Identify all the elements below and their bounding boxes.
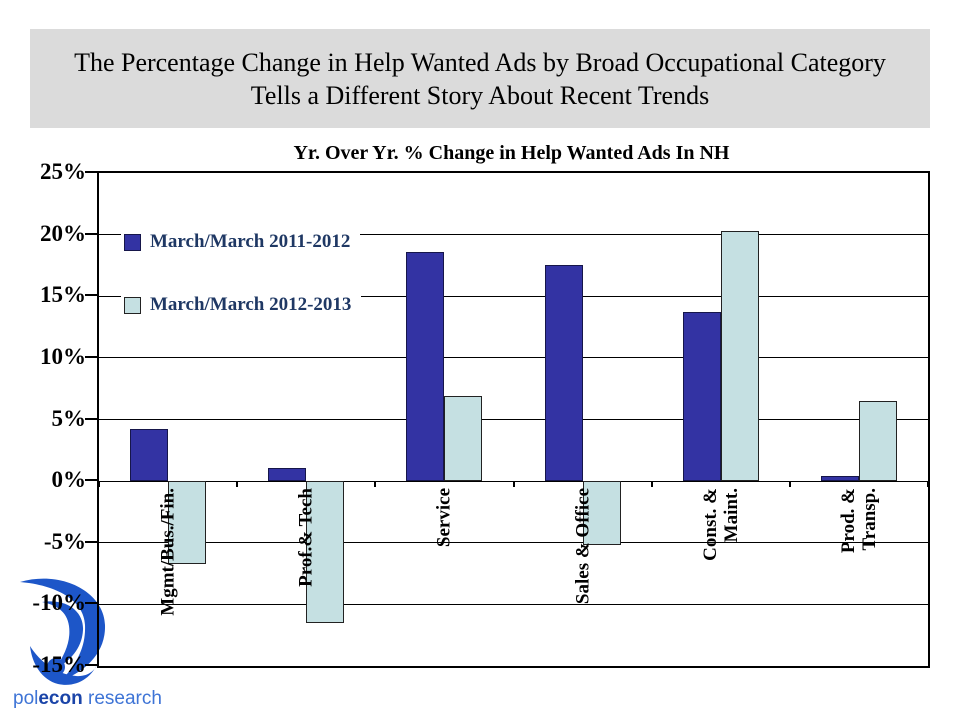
y-axis-tick xyxy=(85,602,97,605)
gridline xyxy=(99,603,928,605)
gridline xyxy=(99,357,928,359)
legend-item: March/March 2012-2013 xyxy=(121,291,362,319)
y-axis-tick xyxy=(85,171,97,173)
x-axis-tick xyxy=(512,481,515,488)
polecon-logo-swirl xyxy=(20,578,106,685)
y-axis-label: -10% xyxy=(32,590,86,616)
bar-series2-cat6 xyxy=(858,401,897,482)
brand-part-pol: pol xyxy=(13,688,39,709)
chart-title: Yr. Over Yr. % Change in Help Wanted Ads… xyxy=(293,142,730,164)
bar-series1-cat5 xyxy=(682,312,721,482)
gridline xyxy=(99,295,928,297)
x-axis-tick xyxy=(788,481,791,488)
category-label-line: Prod. & xyxy=(837,488,859,554)
x-axis-tick xyxy=(927,481,929,488)
gridline xyxy=(99,419,928,420)
plot-area: Mgmt/Bus./Fin. Prof.& Tech Service Sales & … xyxy=(97,171,930,668)
legend-label: March/March 2011-2012 xyxy=(150,231,351,252)
bar-series1-cat4 xyxy=(544,265,583,482)
y-axis-label: 5% xyxy=(51,405,87,431)
y-axis-tick xyxy=(85,417,97,420)
x-axis-tick xyxy=(98,481,100,488)
y-axis-tick xyxy=(85,664,97,666)
category-label: Prod. & Transp. xyxy=(838,488,880,553)
bar-series2-cat4 xyxy=(582,481,621,546)
category-label: Service xyxy=(434,488,455,547)
bar-series2-cat2 xyxy=(306,481,345,623)
legend-item: March/March 2011-2012 xyxy=(121,228,361,256)
y-axis-label: 0% xyxy=(51,467,87,493)
y-axis-tick xyxy=(85,540,97,543)
bar-series1-cat3 xyxy=(406,251,445,482)
category-label-line: Const. & xyxy=(699,488,721,561)
legend-swatch xyxy=(124,296,141,314)
category-label: Const. & Maint. xyxy=(700,488,742,561)
slide-title-line2: Tells a Different Story About Recent Tre… xyxy=(250,80,710,110)
category-label-line: Mgmt/Bus./Fin. xyxy=(157,488,179,616)
y-axis-tick xyxy=(85,479,97,482)
bar-series2-cat3 xyxy=(444,396,483,482)
x-axis-tick xyxy=(650,481,653,488)
bar-series2-cat5 xyxy=(720,230,759,482)
y-axis-label: 10% xyxy=(40,343,86,369)
y-axis-label: -15% xyxy=(32,652,86,677)
polecon-brand-text: polecon research xyxy=(13,688,162,710)
category-label-line: Prof.& Tech xyxy=(295,488,317,587)
y-axis-tick xyxy=(85,294,97,297)
x-axis-tick xyxy=(374,481,377,488)
category-label-line: Sales & Office xyxy=(572,488,594,605)
brand-part-research: research xyxy=(82,688,162,709)
x-axis-tick xyxy=(236,481,239,488)
y-axis-tick xyxy=(85,232,97,235)
legend-label: March/March 2012-2013 xyxy=(150,294,352,315)
y-axis-label: 15% xyxy=(40,282,86,308)
bar-series1-cat6 xyxy=(820,476,859,482)
y-axis-label: -5% xyxy=(43,528,86,554)
bar-series1-cat1 xyxy=(130,429,169,482)
category-label-line: Service xyxy=(433,488,455,548)
polecon-logo: polecon research xyxy=(12,570,162,720)
slide-title-banner: The Percentage Change in Help Wanted Ads… xyxy=(30,29,930,128)
slide-title-line1: The Percentage Change in Help Wanted Ads… xyxy=(74,47,886,77)
y-axis-label: 20% xyxy=(40,220,86,246)
brand-part-econ: econ xyxy=(38,688,83,709)
legend-swatch xyxy=(124,233,141,251)
category-label: Prof.& Tech xyxy=(296,488,317,587)
y-axis-tick xyxy=(85,355,97,358)
bar-series1-cat2 xyxy=(268,467,307,482)
bar-series2-cat1 xyxy=(168,481,207,564)
category-label-line: Transp. xyxy=(858,488,880,551)
category-label-line: Maint. xyxy=(720,488,742,543)
y-axis-label: 25% xyxy=(40,159,86,184)
gridline xyxy=(99,234,928,236)
category-label: Sales & Office xyxy=(572,488,593,604)
category-label: Mgmt/Bus./Fin. xyxy=(158,488,179,616)
gridline xyxy=(99,542,928,544)
